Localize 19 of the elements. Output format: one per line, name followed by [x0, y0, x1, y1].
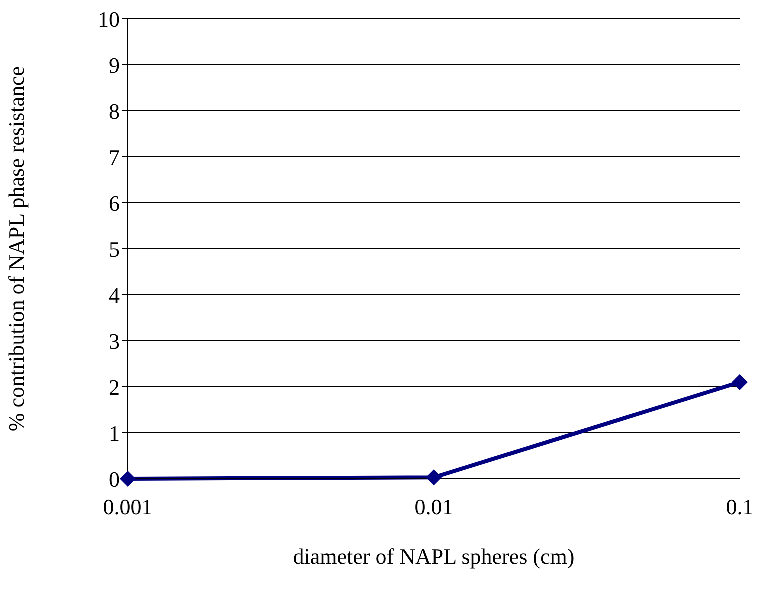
- y-tick-label: 1: [109, 420, 120, 446]
- x-tick-label: 0.01: [414, 494, 454, 520]
- y-tick-label: 8: [109, 98, 120, 124]
- y-axis-title: % contribution of NAPL phase resistance: [4, 66, 29, 432]
- y-tick-label: 2: [109, 374, 120, 400]
- x-tick-label: 0.001: [103, 494, 153, 520]
- point: [120, 471, 136, 487]
- y-tick-label: 10: [98, 6, 120, 32]
- y-tick-label: 0: [109, 466, 120, 492]
- y-tick-label: 9: [109, 52, 120, 78]
- point: [732, 374, 748, 390]
- y-tick-label: 4: [109, 282, 120, 308]
- y-tick-label: 3: [109, 328, 120, 354]
- y-tick-label: 7: [109, 144, 120, 170]
- x-tick-label: 0.1: [726, 494, 754, 520]
- y-tick-label: 5: [109, 236, 120, 262]
- x-axis-title: diameter of NAPL spheres (cm): [293, 544, 575, 569]
- y-tick-label: 6: [109, 190, 120, 216]
- point: [426, 470, 442, 486]
